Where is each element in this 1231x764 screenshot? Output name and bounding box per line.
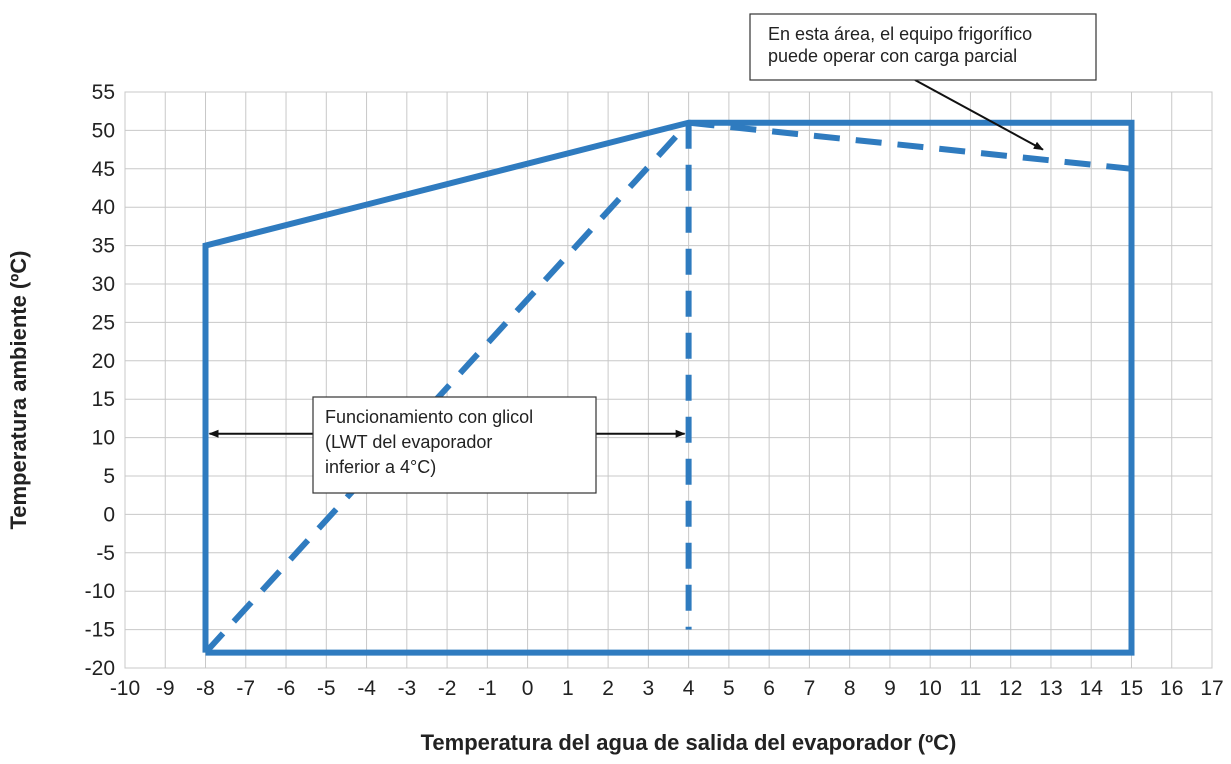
y-tick-label: -5 <box>96 542 115 565</box>
partial-load-annotation-box <box>749 13 1097 81</box>
y-tick-label: 10 <box>92 427 115 450</box>
x-tick-label: 9 <box>884 677 896 700</box>
x-tick-label: 6 <box>763 677 775 700</box>
y-tick-label: 45 <box>92 158 115 181</box>
x-tick-label: 8 <box>844 677 856 700</box>
x-tick-label: 15 <box>1120 677 1143 700</box>
y-tick-label: 55 <box>92 81 115 104</box>
y-tick-label: 25 <box>92 311 115 334</box>
x-tick-label: 2 <box>602 677 614 700</box>
x-tick-label: 12 <box>999 677 1022 700</box>
glycol-annotation-text: (LWT del evaporador <box>325 432 492 452</box>
dashed-boundary-line <box>688 119 1132 172</box>
dashed-boundary-line <box>203 120 691 655</box>
x-tick-label: 11 <box>960 677 982 700</box>
x-tick-label: -3 <box>397 677 416 700</box>
x-tick-label: -1 <box>478 677 497 700</box>
y-tick-label: -15 <box>85 619 115 642</box>
partial-load-annotation-text: En esta área, el equipo frigorífico <box>768 24 1032 44</box>
x-tick-label: 16 <box>1160 677 1183 700</box>
annotations: Funcionamiento con glicol (LWT del evapor… <box>208 13 1097 494</box>
partial-load-annotation-text: puede operar con carga parcial <box>768 46 1017 66</box>
x-tick-label: 10 <box>919 677 942 700</box>
x-tick-label: -4 <box>357 677 376 700</box>
x-tick-label: 0 <box>522 677 534 700</box>
y-tick-label: 30 <box>92 273 115 296</box>
x-tick-label: -6 <box>277 677 296 700</box>
y-tick-label: 15 <box>92 388 115 411</box>
y-tick-label: 20 <box>92 350 115 373</box>
plot-frame <box>124 91 1213 669</box>
x-tick-label: 14 <box>1080 677 1104 700</box>
x-tick-label: 13 <box>1039 677 1062 700</box>
x-tick-label: 4 <box>683 677 695 700</box>
glycol-annotation-text: Funcionamiento con glicol <box>325 407 533 427</box>
x-axis-title: Temperatura del agua de salida del evapo… <box>421 730 957 755</box>
glycol-annotation-box <box>312 396 597 494</box>
y-tick-label: 0 <box>103 503 115 526</box>
y-tick-label: 35 <box>92 235 115 258</box>
y-axis-title: Temperatura ambiente (ºC) <box>6 250 31 529</box>
series <box>202 119 1135 656</box>
x-tick-label: 7 <box>804 677 816 700</box>
x-tick-label: -8 <box>196 677 215 700</box>
y-tick-label: -20 <box>85 657 115 680</box>
tick-labels: -10 -9 -8 -7 -6 -5 -4 -3 -2 -1 0 1 2 3 4 5 6 7 8 9 10 11 12 13 1… <box>85 81 1224 700</box>
x-tick-label: 3 <box>643 677 655 700</box>
y-tick-label: -10 <box>85 580 115 603</box>
annotation-arrow <box>914 79 1044 151</box>
y-tick-label: 50 <box>92 119 115 142</box>
x-tick-label: -5 <box>317 677 336 700</box>
x-tick-label: -9 <box>156 677 175 700</box>
x-tick-label: 5 <box>723 677 735 700</box>
x-tick-label: -10 <box>110 677 140 700</box>
glycol-annotation-text: inferior a 4°C) <box>325 457 436 477</box>
y-tick-label: 40 <box>92 196 115 219</box>
x-tick-label: 17 <box>1200 677 1223 700</box>
y-tick-label: 5 <box>103 465 115 488</box>
x-tick-label: -2 <box>438 677 457 700</box>
x-tick-label: 1 <box>562 677 574 700</box>
x-tick-label: -7 <box>236 677 255 700</box>
grid <box>124 91 1213 669</box>
operating-envelope-line <box>202 119 1135 656</box>
